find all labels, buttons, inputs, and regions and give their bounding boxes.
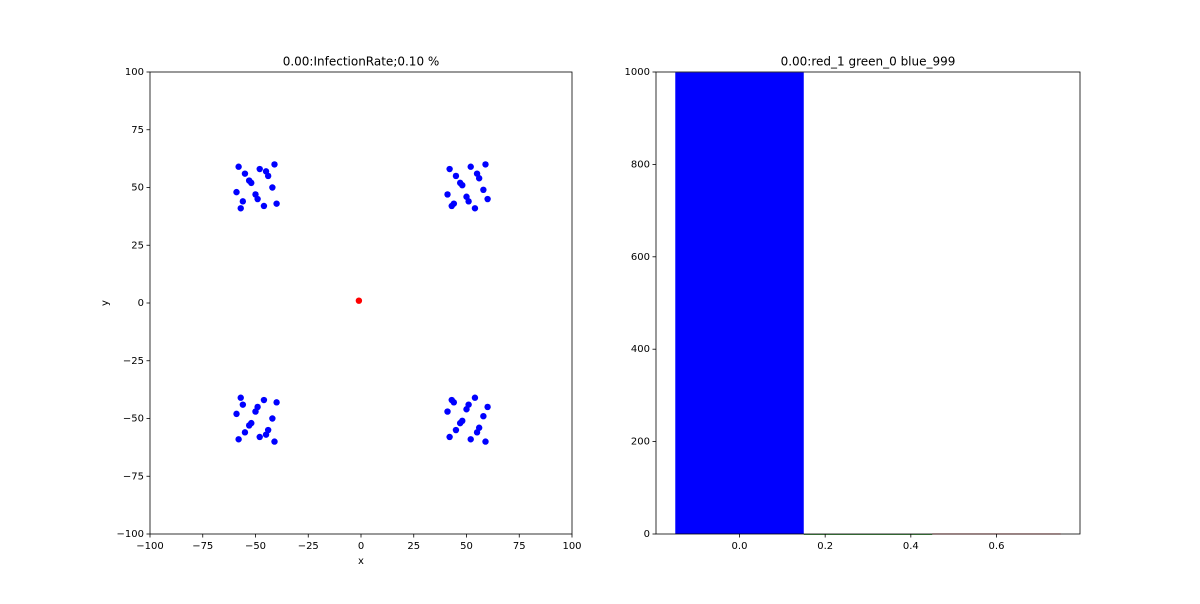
y-tick-label: 600 xyxy=(631,252,650,263)
x-tick-label: 0.6 xyxy=(989,541,1005,552)
y-tick-label: 0 xyxy=(644,529,650,540)
chart-title: 0.00:InfectionRate;0.10 % xyxy=(283,55,440,69)
scatter-point xyxy=(355,297,363,304)
y-tick-label: −100 xyxy=(117,529,144,540)
scatter-point xyxy=(262,168,270,175)
y-tick-label: 50 xyxy=(131,183,144,194)
scatter-point xyxy=(448,202,455,210)
x-tick-label: −25 xyxy=(298,541,319,552)
scatter-point xyxy=(444,408,451,415)
scatter-point xyxy=(448,396,455,404)
y-tick-label: 800 xyxy=(631,159,650,170)
scatter-point xyxy=(273,399,280,406)
scatter-point xyxy=(471,205,479,212)
x-tick-label: 75 xyxy=(513,541,526,552)
scatter-point xyxy=(467,163,474,170)
scatter-point xyxy=(465,198,472,205)
scatter-point xyxy=(254,195,261,203)
scatter-point xyxy=(245,177,253,184)
scatter-point xyxy=(471,394,479,401)
scatter-point xyxy=(256,165,263,173)
x-axis-label: x xyxy=(358,556,364,567)
scatter-point xyxy=(446,165,453,173)
scatter-point xyxy=(444,191,451,198)
scatter-point xyxy=(446,433,453,441)
scatter-point xyxy=(271,161,278,168)
scatter-point xyxy=(239,401,247,408)
scatter-point xyxy=(473,170,481,177)
scatter-point xyxy=(465,401,472,408)
scatter-point xyxy=(233,410,240,418)
scatter-point xyxy=(273,200,280,207)
bar xyxy=(675,72,804,534)
scatter-point xyxy=(467,436,474,443)
scatter-point xyxy=(235,436,242,443)
y-tick-label: −75 xyxy=(123,471,144,482)
scatter-point xyxy=(482,438,489,445)
y-tick-label: 25 xyxy=(131,240,144,251)
scatter-point xyxy=(456,419,464,427)
scatter-point xyxy=(241,429,249,436)
scatter-point xyxy=(241,170,249,177)
x-tick-label: −100 xyxy=(136,541,163,552)
y-tick-label: −25 xyxy=(123,356,144,367)
scatter-point xyxy=(260,202,268,210)
axes-frame xyxy=(655,71,1081,535)
y-tick-label: 75 xyxy=(131,125,144,136)
x-tick-label: −50 xyxy=(245,541,266,552)
chart-title: 0.00:red_1 green_0 blue_999 xyxy=(781,55,956,69)
scatter-point xyxy=(262,431,270,438)
scatter-point xyxy=(271,438,278,445)
scatter-point xyxy=(484,403,491,411)
y-tick-label: 400 xyxy=(631,344,650,355)
scatter-point xyxy=(237,394,244,401)
scatter-point xyxy=(452,172,460,180)
scatter-point xyxy=(256,433,263,441)
x-tick-label: 100 xyxy=(562,541,581,552)
scatter-point xyxy=(480,186,487,194)
scatter-point xyxy=(473,429,481,436)
x-tick-label: −75 xyxy=(192,541,213,552)
scatter-point xyxy=(237,205,244,212)
scatter-point xyxy=(482,161,489,168)
y-tick-label: 1000 xyxy=(625,67,650,78)
scatter-point xyxy=(233,188,240,196)
scatter-point xyxy=(480,412,487,420)
bar xyxy=(803,534,933,535)
scatter-point xyxy=(254,403,261,411)
scatter-point xyxy=(235,163,242,170)
x-tick-label: 0.2 xyxy=(817,541,833,552)
scatter-point xyxy=(484,195,491,203)
scatter-point xyxy=(452,426,460,434)
x-tick-label: 0.4 xyxy=(903,541,919,552)
y-tick-label: 100 xyxy=(125,67,144,78)
y-tick-label: 0 xyxy=(138,298,144,309)
x-tick-label: 0 xyxy=(358,541,364,552)
scatter-point xyxy=(456,179,464,187)
y-axis-label: y xyxy=(100,300,111,306)
y-tick-label: −50 xyxy=(123,414,144,425)
scatter-point xyxy=(260,396,268,404)
scatter-point xyxy=(239,198,247,205)
scatter-point xyxy=(269,184,276,191)
scatter-point xyxy=(245,422,253,429)
x-tick-label: 0.0 xyxy=(732,541,748,552)
x-tick-label: 50 xyxy=(460,541,473,552)
y-tick-label: 200 xyxy=(631,437,650,448)
x-tick-label: 25 xyxy=(407,541,420,552)
scatter-point xyxy=(269,415,276,422)
